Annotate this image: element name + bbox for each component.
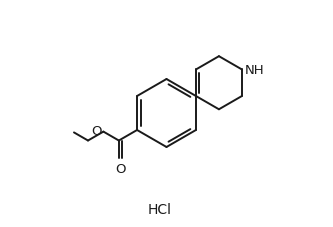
Text: NH: NH [245,64,265,77]
Text: O: O [91,125,102,138]
Text: O: O [115,163,126,175]
Text: HCl: HCl [148,202,172,216]
